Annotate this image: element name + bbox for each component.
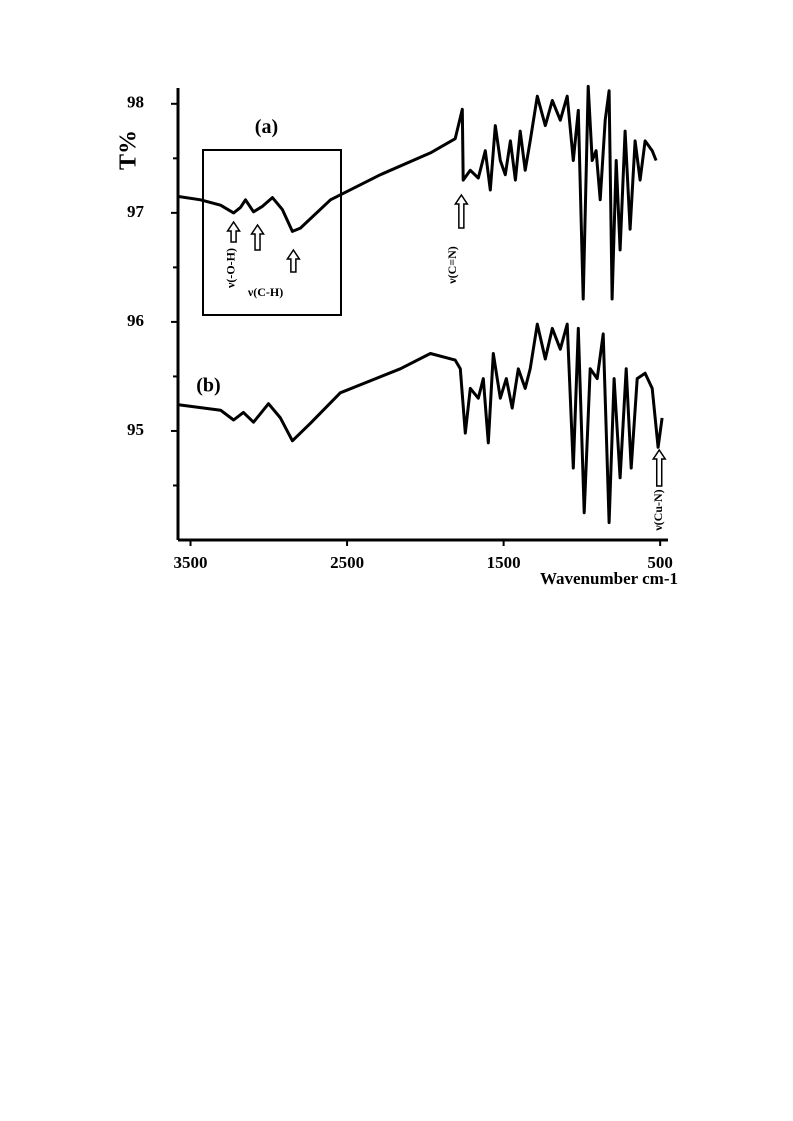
arrow bbox=[250, 223, 265, 251]
y-axis-label: T% bbox=[116, 130, 142, 170]
annotation-label: ν(C-H) bbox=[247, 285, 283, 299]
y-tick-label: 98 bbox=[127, 93, 144, 112]
series-label: (a) bbox=[255, 116, 278, 138]
arrow bbox=[226, 220, 241, 243]
spectrum-line bbox=[178, 322, 664, 525]
x-tick-label: 2500 bbox=[330, 553, 364, 572]
arrow bbox=[651, 448, 667, 487]
arrow bbox=[453, 193, 469, 229]
y-tick-label: 95 bbox=[127, 420, 144, 439]
y-tick-label: 97 bbox=[127, 202, 145, 221]
x-axis-label: Wavenumber cm-1 bbox=[540, 569, 678, 588]
x-tick-label: 1500 bbox=[487, 553, 521, 572]
annotation-label: ν(C=N) bbox=[445, 246, 459, 285]
annotation-label: ν(Cu-N) bbox=[651, 489, 665, 531]
annotation-label: ν(-O-H) bbox=[223, 248, 237, 289]
spectrum-line bbox=[178, 84, 658, 301]
series-label: (b) bbox=[196, 374, 220, 396]
x-tick-label: 500 bbox=[647, 553, 673, 572]
x-tick-label: 3500 bbox=[174, 553, 208, 572]
arrow bbox=[285, 248, 301, 273]
y-tick-label: 96 bbox=[127, 311, 144, 330]
inset-box bbox=[202, 149, 342, 316]
